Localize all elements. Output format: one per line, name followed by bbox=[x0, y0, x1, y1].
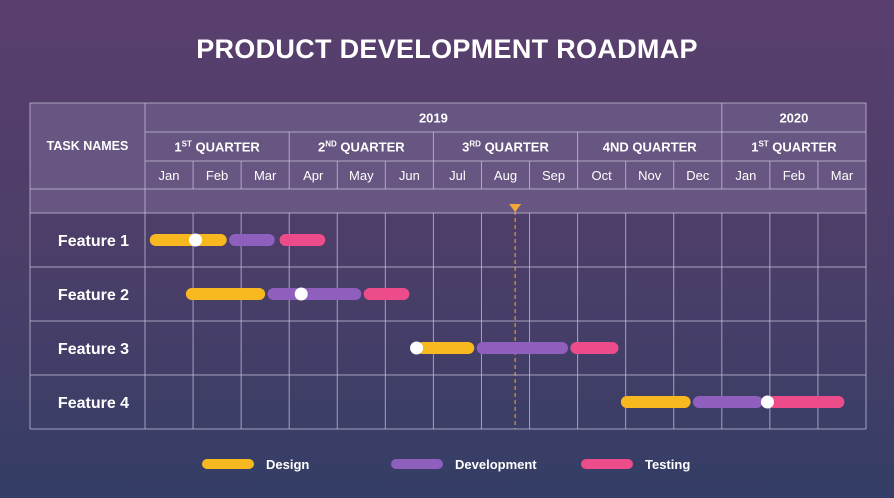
month-label: Nov bbox=[638, 168, 662, 183]
month-label: Aug bbox=[494, 168, 517, 183]
design-swatch bbox=[202, 459, 254, 469]
month-label: Mar bbox=[254, 168, 277, 183]
quarter-label: 2ND QUARTER bbox=[318, 140, 405, 155]
design-bar bbox=[149, 234, 227, 246]
month-label: Jan bbox=[159, 168, 180, 183]
testing-bar bbox=[570, 342, 619, 354]
quarter-label: 4ND QUARTER bbox=[603, 140, 698, 155]
development-bar bbox=[267, 288, 362, 300]
task-name: Feature 2 bbox=[58, 287, 129, 304]
legend-item-development: Development bbox=[391, 456, 537, 472]
legend-item-testing: Testing bbox=[581, 456, 691, 472]
quarter-label: 1ST QUARTER bbox=[174, 140, 260, 155]
legend-label-testing: Testing bbox=[645, 456, 691, 472]
task-name: Feature 3 bbox=[58, 341, 129, 358]
quarter-label: 1ST QUARTER bbox=[751, 140, 837, 155]
task-names-header: TASK NAMES bbox=[47, 139, 129, 153]
year-label: 2020 bbox=[779, 111, 808, 126]
design-bar bbox=[416, 342, 475, 354]
milestone-marker bbox=[410, 341, 424, 355]
month-label: Sep bbox=[542, 168, 565, 183]
testing-bar bbox=[767, 396, 845, 408]
milestone-marker bbox=[760, 395, 774, 409]
testing-bar bbox=[279, 234, 326, 246]
milestone-marker bbox=[188, 233, 202, 247]
legend-item-design: Design bbox=[202, 456, 310, 472]
year-label: 2019 bbox=[419, 111, 448, 126]
development-bar bbox=[476, 342, 568, 354]
month-label: Feb bbox=[783, 168, 805, 183]
page-title: PRODUCT DEVELOPMENT ROADMAP bbox=[196, 34, 698, 64]
header-background bbox=[30, 103, 866, 213]
month-label: Jul bbox=[449, 168, 466, 183]
month-label: Jun bbox=[399, 168, 420, 183]
testing-bar bbox=[363, 288, 410, 300]
milestone-marker bbox=[294, 287, 308, 301]
month-label: Mar bbox=[831, 168, 854, 183]
development-bar bbox=[229, 234, 275, 246]
task-name: Feature 1 bbox=[58, 233, 129, 250]
month-label: Jan bbox=[735, 168, 756, 183]
development-swatch bbox=[391, 459, 443, 469]
legend-label-design: Design bbox=[266, 456, 310, 472]
development-bar bbox=[692, 396, 763, 408]
today-marker-icon bbox=[509, 204, 522, 212]
testing-swatch bbox=[581, 459, 633, 469]
month-label: Apr bbox=[303, 168, 324, 183]
month-label: Dec bbox=[686, 168, 710, 183]
task-name: Feature 4 bbox=[58, 395, 129, 412]
design-bar bbox=[620, 396, 691, 408]
quarter-label: 3RD QUARTER bbox=[462, 140, 549, 155]
month-label: May bbox=[349, 168, 374, 183]
legend-label-development: Development bbox=[455, 456, 537, 472]
month-label: Oct bbox=[592, 168, 613, 183]
month-label: Feb bbox=[206, 168, 228, 183]
design-bar bbox=[185, 288, 266, 300]
